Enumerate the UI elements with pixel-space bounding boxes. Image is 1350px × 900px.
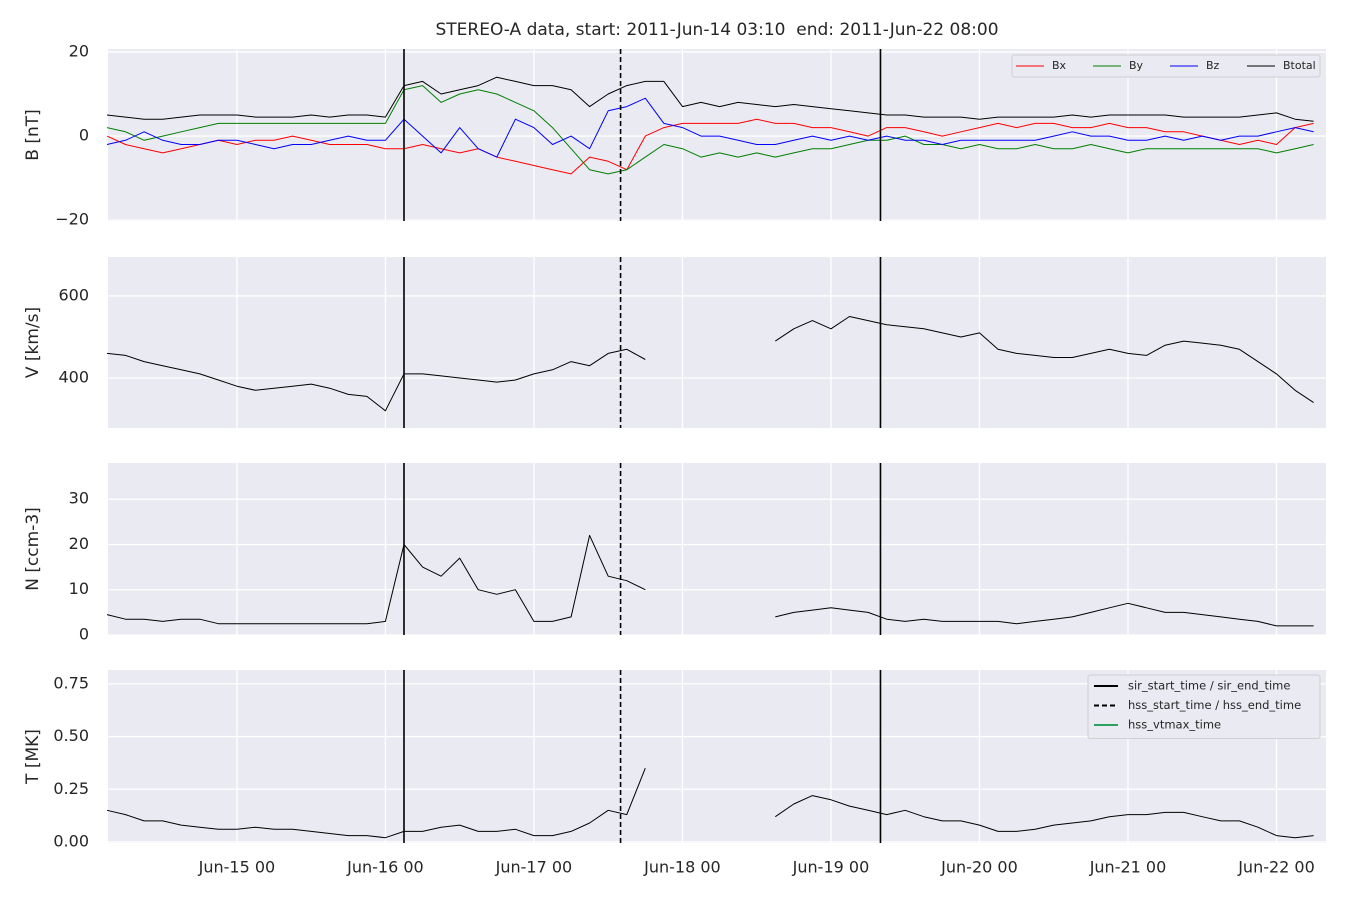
- plot-background: [108, 463, 1326, 635]
- y-tick-label: −20: [55, 210, 89, 229]
- data-line: [106, 85, 1314, 175]
- legend-label: By: [1129, 59, 1144, 72]
- legend-label: sir_start_time / sir_end_time: [1128, 679, 1290, 693]
- y-tick-label: 0.50: [53, 726, 89, 745]
- legend-label: Bz: [1206, 59, 1220, 72]
- x-tick-label: Jun-15 00: [198, 858, 276, 877]
- x-tick-label: Jun-21 00: [1089, 858, 1167, 877]
- y-tick-label: 0: [79, 126, 89, 145]
- legend-label: hss_start_time / hss_end_time: [1128, 698, 1301, 712]
- chart-title: STEREO-A data, start: 2011-Jun-14 03:10 …: [435, 20, 998, 40]
- y-tick-label: 600: [58, 285, 89, 304]
- y-tick-label: 400: [58, 367, 89, 386]
- x-tick-label: Jun-18 00: [643, 858, 721, 877]
- y-axis-label: N [ccm-3]: [23, 507, 43, 591]
- legend-box: [1087, 674, 1321, 739]
- y-axis-label: V [km/s]: [23, 307, 43, 378]
- data-line: [106, 76, 1314, 122]
- x-tick-label: Jun-17 00: [495, 858, 573, 877]
- data-line: [106, 316, 1314, 412]
- y-axis-label: B [nT]: [23, 109, 43, 161]
- legend-label: Bx: [1052, 59, 1067, 72]
- legend: Bx By Bz Btotal: [1011, 54, 1321, 78]
- y-tick-label: 0.75: [53, 673, 89, 692]
- y-tick-label: 0.25: [53, 779, 89, 798]
- plot-background: [108, 257, 1326, 428]
- y-tick-label: 10: [69, 579, 89, 598]
- x-tick-label: Jun-19 00: [792, 858, 870, 877]
- y-tick-label: 20: [69, 534, 89, 553]
- data-line: [106, 118, 1314, 175]
- data-line: [106, 97, 1314, 158]
- x-tick-label: Jun-16 00: [346, 858, 424, 877]
- y-tick-label: 0: [79, 625, 89, 644]
- x-tick-label: Jun-22 00: [1237, 858, 1315, 877]
- plot-background: [108, 49, 1326, 221]
- y-tick-label: 30: [69, 489, 89, 508]
- legend: sir_start_time / sir_end_time hss_start_t…: [1087, 674, 1321, 739]
- y-tick-label: 20: [69, 41, 89, 60]
- legend-label: hss_vtmax_time: [1128, 718, 1221, 732]
- y-axis-label: T [MK]: [23, 729, 43, 785]
- y-tick-label: 0.00: [53, 831, 89, 850]
- legend-label: Btotal: [1283, 59, 1316, 72]
- data-line: [106, 534, 1314, 627]
- data-line: [106, 768, 1314, 839]
- x-tick-label: Jun-20 00: [940, 858, 1018, 877]
- legend-box: [1011, 54, 1321, 78]
